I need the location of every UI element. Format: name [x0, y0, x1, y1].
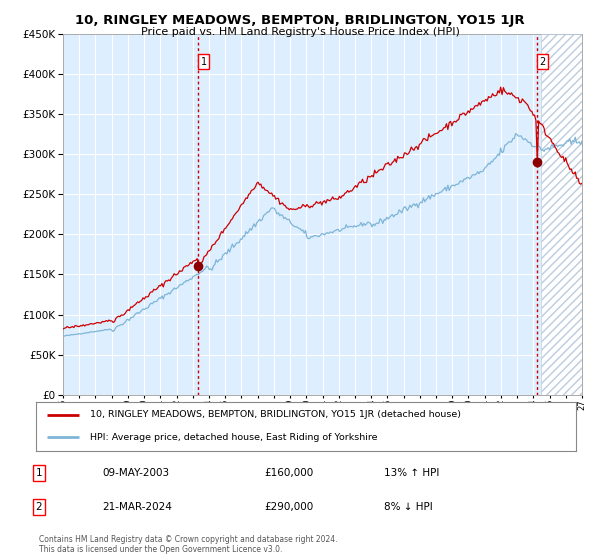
Text: Contains HM Land Registry data © Crown copyright and database right 2024.
This d: Contains HM Land Registry data © Crown c… [39, 535, 337, 554]
Text: 1: 1 [35, 468, 43, 478]
Text: £290,000: £290,000 [264, 502, 313, 512]
Text: 21-MAR-2024: 21-MAR-2024 [102, 502, 172, 512]
Bar [541, 34, 582, 395]
Text: 8% ↓ HPI: 8% ↓ HPI [384, 502, 433, 512]
Text: 13% ↑ HPI: 13% ↑ HPI [384, 468, 439, 478]
Text: 2: 2 [35, 502, 43, 512]
Text: 1: 1 [201, 57, 207, 67]
Text: Price paid vs. HM Land Registry's House Price Index (HPI): Price paid vs. HM Land Registry's House … [140, 27, 460, 37]
Text: 2: 2 [539, 57, 545, 67]
Bar [541, 34, 582, 395]
Text: £160,000: £160,000 [264, 468, 313, 478]
Text: 10, RINGLEY MEADOWS, BEMPTON, BRIDLINGTON, YO15 1JR: 10, RINGLEY MEADOWS, BEMPTON, BRIDLINGTO… [75, 14, 525, 27]
Text: 09-MAY-2003: 09-MAY-2003 [102, 468, 169, 478]
Text: HPI: Average price, detached house, East Riding of Yorkshire: HPI: Average price, detached house, East… [90, 433, 377, 442]
Text: 10, RINGLEY MEADOWS, BEMPTON, BRIDLINGTON, YO15 1JR (detached house): 10, RINGLEY MEADOWS, BEMPTON, BRIDLINGTO… [90, 410, 461, 419]
